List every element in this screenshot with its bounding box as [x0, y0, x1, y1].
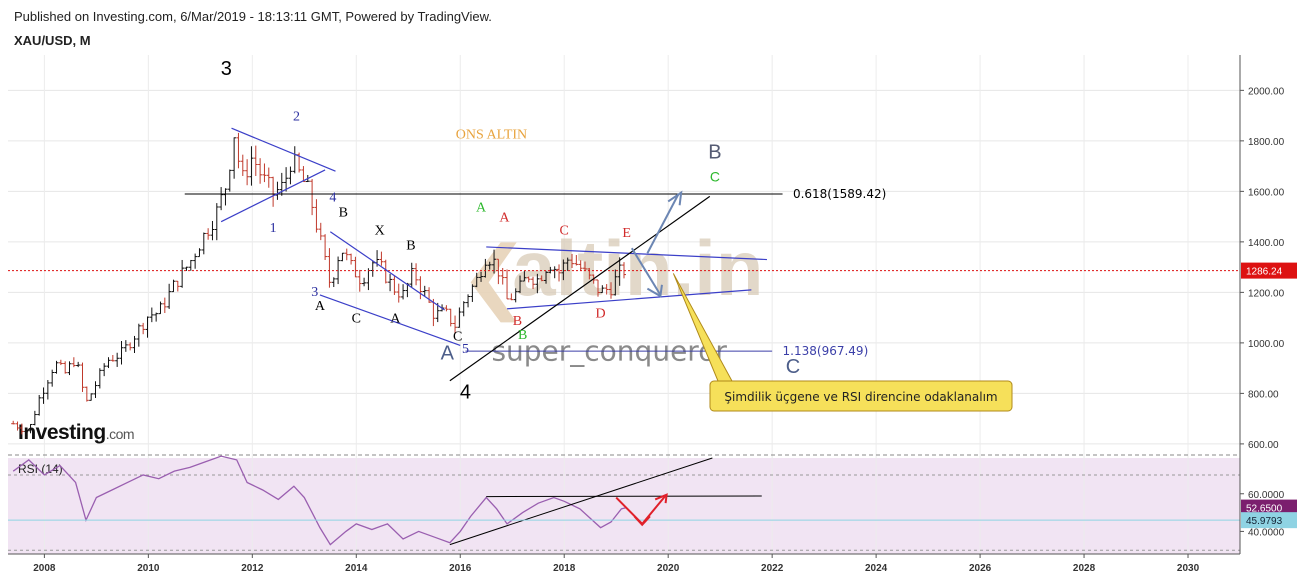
last-price-badge — [1241, 262, 1297, 279]
overlays: 0.618(1589.42) 1.138(967.49) — [8, 127, 1240, 382]
wedge-upper-line — [329, 231, 445, 311]
fib-1138-label: 1.138(967.49) — [783, 344, 869, 358]
x-tick-label: 2008 — [33, 563, 56, 574]
axes: 2000.001800.001600.001400.001200.001000.… — [8, 55, 1297, 574]
investing-dotcom: .com — [106, 426, 134, 442]
x-tick-label: 2016 — [449, 563, 472, 574]
triangle-upper-line — [231, 127, 336, 172]
wave-label-1: 1 — [270, 221, 277, 236]
fib-0618-label: 0.618(1589.42) — [793, 187, 886, 201]
wave-label-B-big: B — [708, 142, 721, 164]
x-tick-label: 2018 — [553, 563, 576, 574]
wave-label-4: 4 — [329, 190, 336, 205]
rsi-badge — [1241, 512, 1297, 529]
x-tick-label: 2028 — [1073, 563, 1096, 574]
up-arrow-head — [667, 190, 683, 206]
x-tick-label: 2030 — [1177, 563, 1200, 574]
wave-label-A-2: A — [390, 312, 401, 327]
x-tick-label: 2014 — [345, 563, 368, 574]
wave-label-D-red: D — [596, 307, 606, 322]
x-tick-label: 2026 — [969, 563, 992, 574]
down-arrow-head — [646, 284, 663, 298]
y-tick-label: 1000.00 — [1248, 339, 1285, 350]
rsi-rising-trendline — [449, 457, 713, 546]
rsi-red-arrowhead-down — [633, 515, 651, 527]
y-tick-label: 2000.00 — [1248, 86, 1285, 97]
x-tick-label: 2020 — [657, 563, 680, 574]
wave-label-C-2: C — [453, 329, 462, 344]
rsi-badge-label: 45.9793 — [1246, 516, 1283, 527]
wave-label-3-big: 3 — [221, 58, 232, 80]
wedge-lower-line — [319, 294, 461, 346]
rsi-title: RSI (14) — [18, 462, 63, 476]
altin-watermark: altin.in — [512, 224, 763, 312]
rsi-series: RSI (14) — [8, 455, 1240, 551]
callout-text: Şimdilik üçgene ve RSI direncine odaklan… — [724, 390, 997, 404]
rsi-red-arrowhead-up — [654, 493, 668, 504]
contracting-upper-line — [486, 246, 767, 261]
wave-label-4-big: 4 — [460, 381, 471, 403]
wave-label-X: X — [375, 223, 385, 238]
y-tick-label: 1200.00 — [1248, 288, 1285, 299]
rsi-horizontal-line — [486, 495, 762, 498]
hidden-guide — [449, 195, 711, 382]
rsi-y-tick-label: 60.0000 — [1248, 490, 1285, 501]
triangle-lower-line — [220, 169, 326, 223]
wave-label-A-red: A — [499, 211, 510, 226]
y-tick-label: 1800.00 — [1248, 137, 1285, 148]
callout-box — [709, 380, 1013, 412]
publish-info: Published on Investing.com, 6/Mar/2019 -… — [14, 9, 492, 24]
x-tick-label: 2024 — [865, 563, 888, 574]
y-tick-label: 1600.00 — [1248, 187, 1285, 198]
y-tick-label: 800.00 — [1248, 389, 1279, 400]
investing-watermark: Investing.com — [18, 421, 134, 444]
y-tick-label: 1400.00 — [1248, 238, 1285, 249]
y-tick-label: 600.00 — [1248, 440, 1279, 451]
x-tick-label: 2010 — [137, 563, 160, 574]
wave-label-2: 2 — [293, 110, 300, 125]
wave-label-B-red: B — [513, 314, 522, 329]
wave-label-5: 5 — [462, 342, 469, 357]
last-price-badge-label: 1286.24 — [1246, 267, 1283, 278]
rsi-line — [12, 455, 627, 546]
grid — [8, 55, 1240, 554]
rsi-y-tick-label: 40.0000 — [1248, 527, 1285, 538]
wave-label-3: 3 — [311, 285, 318, 300]
wave-label-E-red: E — [622, 226, 631, 241]
wave-label-A-green: A — [476, 201, 487, 216]
wave-label-C-green: C — [710, 168, 720, 184]
wave-label-B-green: B — [518, 328, 527, 343]
up-arrow-line — [646, 193, 680, 254]
wave-label-C-big: C — [786, 356, 800, 378]
wave-label-B-2: B — [406, 238, 415, 253]
wave-label-C-1: C — [352, 312, 361, 327]
wave-label-A-blue: A — [441, 342, 455, 364]
x-tick-label: 2012 — [241, 563, 264, 574]
symbol-label: XAU/USD, M — [14, 33, 91, 48]
wave-label-C-red: C — [560, 223, 569, 238]
rsi-badge-label: 52.6500 — [1246, 504, 1283, 515]
ons-altin-title: ONS ALTIN — [456, 127, 527, 142]
wave-label-A-1: A — [315, 299, 326, 314]
x-tick-label: 2022 — [761, 563, 784, 574]
contracting-lower-line — [506, 289, 752, 310]
rsi-badge — [1241, 499, 1297, 516]
candles — [11, 132, 626, 436]
wave-label-B-1: B — [339, 206, 348, 221]
down-arrow-line — [630, 247, 662, 296]
